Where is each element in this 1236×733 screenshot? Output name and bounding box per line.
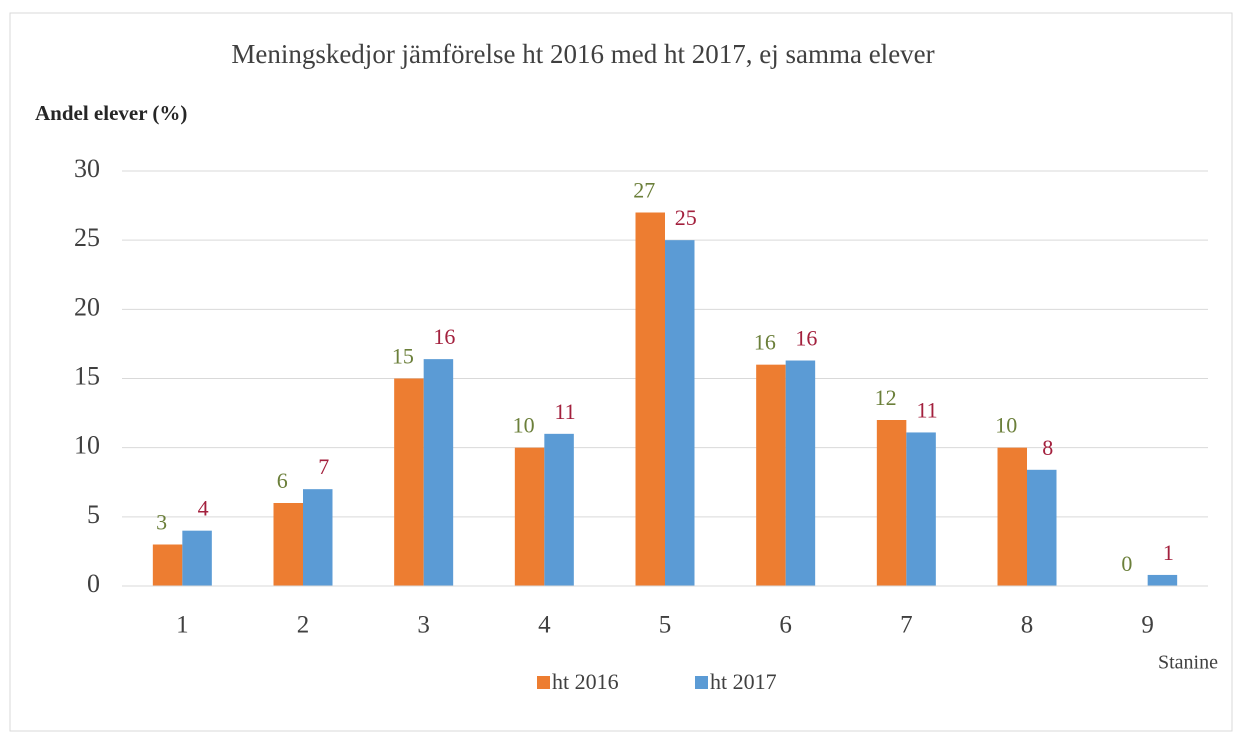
data-label: 3 bbox=[156, 510, 167, 535]
bar bbox=[635, 212, 665, 586]
bar bbox=[152, 544, 183, 586]
x-axis-label: Stanine bbox=[1158, 652, 1218, 674]
bar bbox=[997, 447, 1027, 586]
x-tick-label: 7 bbox=[900, 612, 913, 639]
data-label: 8 bbox=[1042, 435, 1053, 460]
x-tick-label: 4 bbox=[538, 612, 551, 639]
data-label: 27 bbox=[633, 178, 655, 203]
y-tick-label: 10 bbox=[74, 431, 100, 460]
data-label: 11 bbox=[916, 397, 937, 422]
data-label: 16 bbox=[754, 330, 776, 355]
data-label: 10 bbox=[995, 413, 1017, 438]
bar bbox=[876, 420, 907, 586]
y-tick-label: 5 bbox=[87, 500, 100, 529]
y-tick-label: 30 bbox=[74, 154, 100, 183]
legend-label: ht 2016 bbox=[552, 669, 619, 694]
legend-swatch bbox=[695, 676, 708, 689]
data-label: 1 bbox=[1163, 540, 1174, 565]
data-label: 25 bbox=[675, 205, 697, 230]
bar bbox=[273, 503, 303, 586]
y-tick-label: 25 bbox=[74, 223, 100, 252]
bar bbox=[665, 240, 695, 586]
y-axis-label: Andel elever (%) bbox=[35, 101, 187, 125]
x-tick-label: 9 bbox=[1141, 612, 1154, 639]
y-tick-label: 0 bbox=[87, 569, 100, 598]
data-label: 0 bbox=[1121, 551, 1132, 576]
bar bbox=[394, 378, 424, 586]
legend-label: ht 2017 bbox=[710, 669, 777, 694]
bar bbox=[785, 360, 816, 586]
data-label: 6 bbox=[277, 468, 288, 493]
bar bbox=[303, 489, 333, 586]
bar bbox=[544, 433, 574, 586]
y-tick-label: 15 bbox=[74, 361, 100, 390]
chart-title: Meningskedjor jämförelse ht 2016 med ht … bbox=[231, 39, 934, 69]
data-label: 11 bbox=[554, 399, 575, 424]
data-label: 15 bbox=[392, 344, 414, 369]
x-tick-label: 3 bbox=[417, 612, 430, 639]
data-label: 10 bbox=[513, 413, 535, 438]
y-tick-label: 20 bbox=[74, 292, 100, 321]
data-label: 7 bbox=[318, 454, 329, 479]
x-tick-label: 2 bbox=[297, 612, 310, 639]
bar bbox=[906, 432, 936, 586]
chart-border bbox=[9, 12, 1233, 732]
bar bbox=[1147, 574, 1178, 586]
data-label: 16 bbox=[795, 326, 817, 351]
bar bbox=[1027, 469, 1057, 586]
data-label: 4 bbox=[198, 496, 209, 521]
legend-swatch bbox=[537, 676, 550, 689]
data-label: 16 bbox=[433, 324, 455, 349]
x-tick-label: 5 bbox=[659, 612, 672, 639]
x-tick-label: 6 bbox=[779, 612, 792, 639]
x-tick-label: 8 bbox=[1021, 612, 1034, 639]
data-label: 12 bbox=[875, 385, 897, 410]
bar bbox=[182, 530, 212, 586]
bar bbox=[756, 364, 786, 586]
x-tick-label: 1 bbox=[176, 612, 189, 639]
bar bbox=[514, 447, 545, 586]
bar bbox=[423, 359, 454, 586]
